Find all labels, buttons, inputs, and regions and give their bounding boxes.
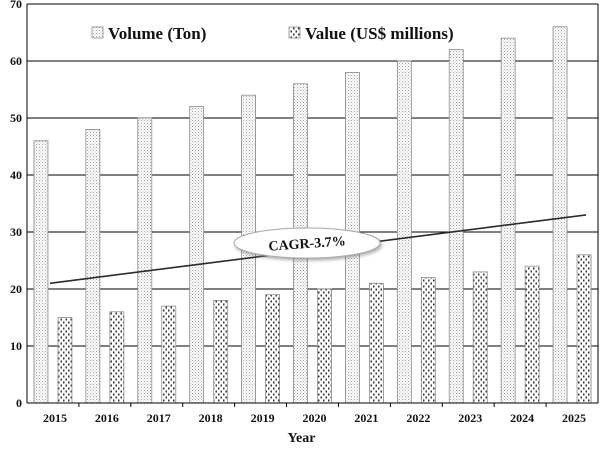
value-bar-2025 [576, 254, 592, 404]
x-tick-label: 2015 [43, 411, 67, 425]
y-tick-label: 50 [10, 111, 22, 125]
legend-swatch [91, 26, 104, 39]
value-bar-2018 [213, 299, 229, 404]
x-tick-label: 2017 [147, 411, 171, 425]
volume-bar-2023 [448, 49, 464, 404]
legend-swatch [288, 26, 301, 39]
y-tick-label: 40 [10, 168, 22, 182]
value-bar-2024 [524, 265, 540, 404]
value-bar-2020 [317, 288, 332, 404]
y-tick-label: 30 [10, 225, 22, 239]
y-tick-label: 20 [10, 282, 22, 296]
x-tick-label: 2016 [95, 411, 119, 425]
value-bar-2017 [161, 305, 177, 404]
x-tick-label: 2024 [510, 411, 534, 425]
x-tick-label: 2020 [303, 411, 327, 425]
cagr-label: CAGR-3.7% [268, 234, 346, 254]
value-bar-2016 [109, 311, 125, 404]
volume-bar-2017 [137, 117, 153, 404]
volume-bar-2022 [396, 60, 412, 404]
legend-item-value: Value (US$ millions) [288, 24, 454, 43]
x-tick-label: 2021 [354, 411, 378, 425]
volume-bar-2018 [189, 106, 205, 404]
x-tick-label: 2018 [199, 411, 223, 425]
value-bar-2015 [57, 317, 73, 404]
x-tick-label: 2025 [562, 411, 586, 425]
y-tick-label: 70 [10, 0, 22, 11]
volume-bar-2024 [500, 37, 516, 404]
y-tick-label: 10 [10, 339, 22, 353]
cagr-callout-ellipse [233, 227, 381, 259]
value-bar-2022 [420, 277, 436, 404]
volume-bar-2016 [85, 128, 101, 404]
x-tick-label: 2022 [406, 411, 430, 425]
value-bar-2019 [265, 294, 280, 404]
x-tick-label: 2023 [458, 411, 482, 425]
legend-label: Volume (Ton) [108, 24, 206, 43]
x-tick-label: 2019 [251, 411, 275, 425]
legend-label: Value (US$ millions) [305, 24, 454, 43]
y-tick-label: 0 [16, 396, 22, 410]
volume-bar-2025 [552, 26, 568, 404]
legend-item-volume: Volume (Ton) [91, 24, 206, 43]
x-axis-title: Year [288, 431, 316, 446]
value-bar-2023 [472, 271, 488, 404]
y-tick-label: 60 [10, 54, 22, 68]
volume-bar-2015 [33, 140, 49, 404]
value-bar-2021 [369, 282, 384, 404]
